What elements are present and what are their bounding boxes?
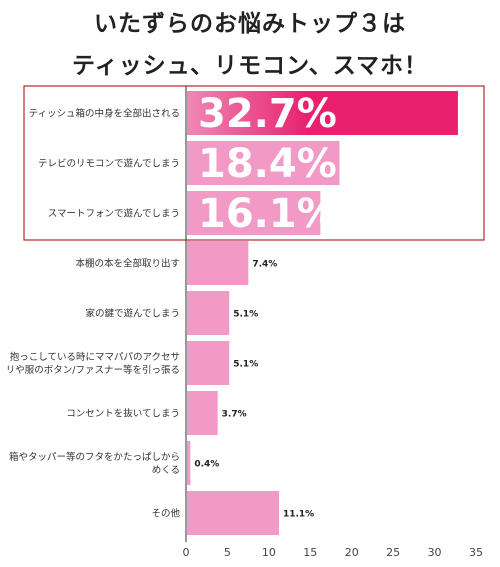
x-tick-label-6: 30 <box>428 546 442 559</box>
category-label-1: テレビのリモコンで遊んでしまう <box>38 158 180 170</box>
data-label-4: 5.1% <box>233 310 258 320</box>
data-label-8: 11.1% <box>283 510 314 520</box>
x-tick-label-1: 5 <box>224 546 231 559</box>
data-label-6: 3.7% <box>222 410 247 420</box>
bar-3 <box>187 241 249 285</box>
x-tick-label-4: 20 <box>345 546 359 559</box>
data-label-3: 7.4% <box>252 260 277 270</box>
x-tick-label-2: 10 <box>262 546 276 559</box>
bar-0 <box>187 91 458 135</box>
bar-5 <box>187 341 230 385</box>
category-label-7-line0: 箱やタッパー等のフタをかたっぱしから <box>9 451 180 463</box>
data-label-0: 32.7% <box>198 91 337 137</box>
x-tick-label-5: 25 <box>386 546 400 559</box>
bar-6 <box>187 391 218 435</box>
bar-1 <box>187 141 340 185</box>
data-label-5: 5.1% <box>233 360 258 370</box>
category-label-5-line1: リや服のボタン/ファスナー等を引っ張る <box>6 364 180 376</box>
chart-title-line2: ティッシュ、リモコン、スマホ！ <box>71 53 429 79</box>
axis-layer: 0 5 10 15 20 25 30 35 <box>23 85 485 559</box>
labels-layer: ティッシュ箱の中身を全部出される 32.7% テレビのリモコンで遊んでしまう 18.4… <box>6 91 337 520</box>
category-label-7-line1: めくる <box>152 465 180 476</box>
x-tick-label-0: 0 <box>183 546 190 559</box>
bars-layer <box>187 91 458 535</box>
data-label-2: 16.1% <box>198 191 337 237</box>
bar-7 <box>187 441 191 485</box>
category-label-4: 家の鍵で遊んでしまう <box>85 308 180 320</box>
category-label-5-line0: 抱っこしている時にママパパのアクセサ <box>10 351 180 363</box>
category-label-6: コンセントを抜いてしまう <box>66 408 180 420</box>
top3-highlight-frame <box>23 85 485 241</box>
category-label-8: その他 <box>151 508 180 520</box>
x-tick-label-7: 35 <box>469 546 483 559</box>
chart-title-line1: いたずらのお悩みトップ３は <box>94 11 406 37</box>
category-label-3: 本棚の本を全部取り出す <box>75 258 180 270</box>
data-label-7: 0.4% <box>194 460 219 470</box>
data-label-1: 18.4% <box>198 141 337 187</box>
category-label-0: ティッシュ箱の中身を全部出される <box>29 108 180 120</box>
x-tick-label-3: 15 <box>303 546 317 559</box>
bar-4 <box>187 291 230 335</box>
bar-8 <box>187 491 279 535</box>
category-label-2: スマートフォンで遊んでしまう <box>48 208 180 220</box>
bar-2 <box>187 191 321 235</box>
